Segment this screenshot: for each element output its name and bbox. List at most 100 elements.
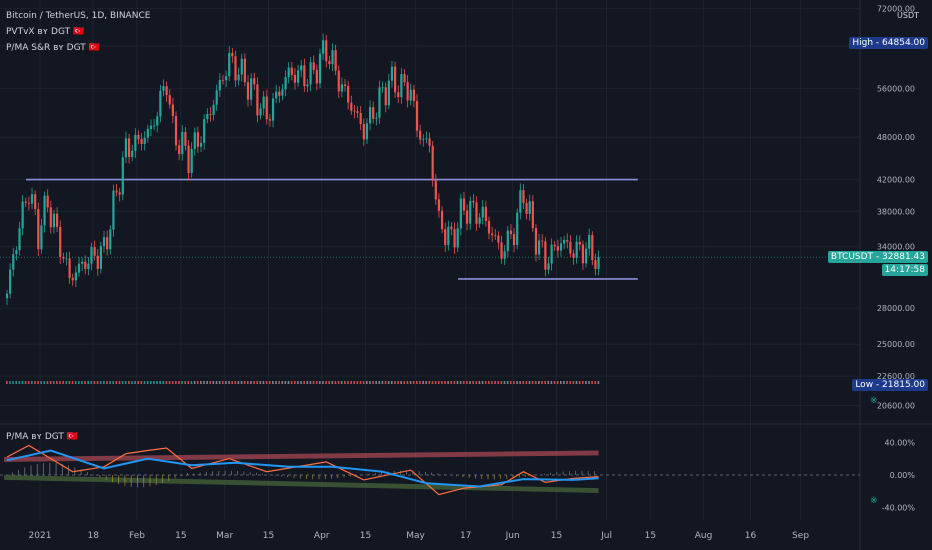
candle-body xyxy=(193,132,196,150)
candle-body xyxy=(156,116,159,126)
pvt-marker xyxy=(350,381,352,384)
symbol-title[interactable]: Bitcoin / TetherUS, 1D, BINANCE xyxy=(6,11,151,21)
pvt-marker xyxy=(128,381,130,384)
candle-body xyxy=(428,138,431,146)
price-tick-label: 22600.00 xyxy=(877,372,915,381)
pvt-marker xyxy=(193,381,196,384)
candle-body xyxy=(246,82,250,100)
pvt-marker xyxy=(594,381,597,384)
high-label: High xyxy=(852,38,874,48)
pvt-marker xyxy=(563,381,565,384)
pvt-marker xyxy=(491,381,493,384)
pvt-marker xyxy=(40,381,43,384)
candle-body xyxy=(212,104,215,115)
candle-body xyxy=(143,137,146,144)
indicator-pma-sr-label[interactable]: P/MA S&R ʙʏ DGT 🇹🇷 xyxy=(6,43,100,53)
pvt-marker xyxy=(165,381,168,384)
pvt-marker xyxy=(362,381,365,384)
candle-body xyxy=(368,107,372,124)
candle-body xyxy=(71,277,74,281)
candle-body xyxy=(359,112,362,124)
pvt-marker xyxy=(509,381,512,384)
pvt-marker xyxy=(453,381,456,384)
candle-body xyxy=(127,138,131,157)
candle-body xyxy=(112,190,115,230)
candle-body xyxy=(375,117,378,119)
pvt-marker xyxy=(93,381,96,384)
price-tick-label: 48000.00 xyxy=(877,133,915,142)
pvt-marker xyxy=(243,381,246,384)
pvt-marker xyxy=(124,381,127,384)
candle-body xyxy=(434,180,437,200)
candle-body xyxy=(168,95,171,105)
candle-body xyxy=(40,225,43,250)
pma-tick-label: -40.00% xyxy=(882,504,916,513)
candle-body xyxy=(328,61,331,65)
pvt-marker xyxy=(99,381,102,384)
candle-body xyxy=(181,131,184,155)
candle-body xyxy=(221,79,225,81)
pvt-marker xyxy=(400,381,402,384)
currency-label[interactable]: USDT xyxy=(897,11,919,20)
candle-body xyxy=(597,257,600,269)
pvt-marker xyxy=(140,381,143,384)
time-axis[interactable]: 2021 18 Feb 15 Mar 15 Apr 15 May 17 Jun 15 Jul 15 Aug 1… xyxy=(29,531,810,541)
candle-body xyxy=(500,242,503,259)
candle-body xyxy=(563,240,566,244)
candle-body xyxy=(353,110,356,112)
candle-body xyxy=(228,52,231,77)
candle-body xyxy=(87,263,90,269)
pvt-marker xyxy=(237,381,240,384)
pvt-marker xyxy=(209,381,212,384)
candle-body xyxy=(509,230,513,235)
pvt-marker xyxy=(397,381,399,384)
pvt-marker xyxy=(337,381,340,384)
candle-body xyxy=(372,107,375,119)
candle-body xyxy=(306,84,309,87)
candle-body xyxy=(431,145,434,181)
pvt-marker xyxy=(513,381,515,384)
pvt-marker xyxy=(569,381,571,384)
candle-body xyxy=(403,74,406,83)
pvt-marker xyxy=(597,381,600,384)
indicator-pvtvx-label[interactable]: PVTvX ʙʏ DGT 🇹🇷 xyxy=(6,27,85,37)
pvt-marker xyxy=(547,381,550,384)
candle-body xyxy=(390,66,394,81)
candle-body xyxy=(506,230,509,252)
candle-body xyxy=(594,260,597,269)
candle-body xyxy=(52,213,56,228)
pvt-marker xyxy=(87,381,89,384)
candle-body xyxy=(322,40,325,54)
candle-body xyxy=(209,113,212,115)
candle-body xyxy=(81,261,84,264)
candle-body xyxy=(487,221,491,234)
pvt-marker xyxy=(534,381,537,384)
pvt-marker xyxy=(387,381,390,384)
pvt-marker xyxy=(328,381,330,384)
candle-body xyxy=(46,195,49,208)
candle-body xyxy=(256,84,259,116)
pma-tick-label: 0.00% xyxy=(890,471,916,480)
price-tick-label: 38000.00 xyxy=(877,207,915,216)
pma-ratio-line xyxy=(6,444,599,496)
pma-pane xyxy=(0,444,860,496)
time-tick-label: 16 xyxy=(745,531,757,541)
pvt-marker xyxy=(425,381,428,384)
high-price-tag: High - 64854.00 xyxy=(849,37,928,49)
pvt-marker xyxy=(131,381,133,384)
pvt-marker xyxy=(484,381,487,384)
pvt-marker xyxy=(27,381,30,384)
pvt-marker xyxy=(203,381,205,384)
candle-body xyxy=(462,198,466,211)
price-tick-label: 34000.00 xyxy=(877,243,915,252)
pvt-marker xyxy=(431,381,434,384)
candle-body xyxy=(340,84,344,92)
price-axis[interactable]: 72000.0064000.0056000.0048000.0042000.00… xyxy=(870,5,915,513)
candle-body xyxy=(541,240,544,242)
sr-levels xyxy=(0,178,860,280)
pvt-marker xyxy=(544,381,546,384)
settings-glyph: ※ xyxy=(870,496,878,506)
pma-pane-title[interactable]: P/MA ʙʏ DGT 🇹🇷 xyxy=(6,432,78,442)
pvt-marker xyxy=(293,381,296,384)
